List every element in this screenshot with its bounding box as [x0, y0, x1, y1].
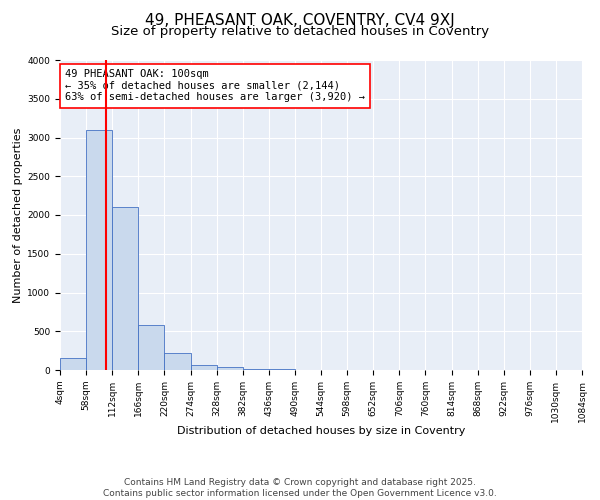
- Bar: [112, 207, 139, 370]
- X-axis label: Distribution of detached houses by size in Coventry: Distribution of detached houses by size …: [177, 426, 465, 436]
- Bar: [242, 369, 269, 370]
- Text: Size of property relative to detached houses in Coventry: Size of property relative to detached ho…: [111, 25, 489, 38]
- Bar: [60, 358, 86, 370]
- Text: 49 PHEASANT OAK: 100sqm
← 35% of detached houses are smaller (2,144)
63% of semi: 49 PHEASANT OAK: 100sqm ← 35% of detache…: [65, 70, 365, 102]
- Bar: [191, 364, 217, 370]
- Bar: [217, 366, 242, 370]
- Text: Contains HM Land Registry data © Crown copyright and database right 2025.
Contai: Contains HM Land Registry data © Crown c…: [103, 478, 497, 498]
- Bar: [139, 325, 164, 370]
- Bar: [164, 353, 191, 370]
- Y-axis label: Number of detached properties: Number of detached properties: [13, 128, 23, 302]
- Bar: [86, 130, 112, 370]
- Text: 49, PHEASANT OAK, COVENTRY, CV4 9XJ: 49, PHEASANT OAK, COVENTRY, CV4 9XJ: [145, 12, 455, 28]
